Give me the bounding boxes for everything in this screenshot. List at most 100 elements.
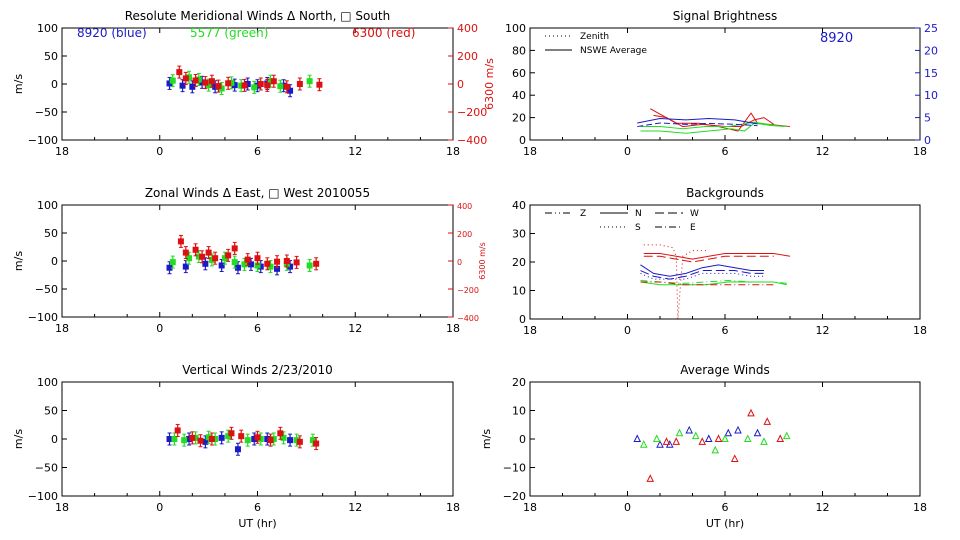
data-point	[254, 255, 261, 262]
y2-tick-label: −200	[457, 286, 479, 295]
data-point	[202, 260, 209, 267]
data-point	[182, 263, 189, 270]
series-line	[640, 264, 764, 277]
y-tick-label: 0	[519, 313, 526, 326]
data-point	[176, 69, 183, 76]
y-axis-label: m/s	[12, 74, 25, 94]
data-point	[192, 246, 199, 253]
y2-tick-label: −400	[457, 134, 487, 147]
series-line	[640, 281, 774, 286]
data-point	[656, 440, 664, 448]
y2-tick-label: 5	[924, 112, 931, 125]
y2-axis-label: 6300 m/s	[478, 242, 487, 280]
data-point	[169, 77, 176, 84]
data-point	[192, 77, 199, 84]
x-tick-label: 12	[816, 145, 830, 158]
plot-frame	[529, 27, 921, 141]
y-axis-label: m/s	[12, 429, 25, 449]
series-line	[640, 122, 787, 134]
data-point	[721, 434, 729, 442]
y-tick-label: −10	[503, 462, 526, 475]
data-point	[691, 431, 700, 440]
x-tick-label: 18	[55, 322, 69, 335]
data-point	[287, 87, 294, 94]
data-point	[763, 417, 772, 425]
data-point	[743, 434, 752, 442]
y2-tick-label: 400	[457, 202, 472, 211]
data-point	[652, 434, 661, 442]
x-tick-label: 0	[624, 324, 631, 337]
y-tick-label: 0	[519, 134, 526, 147]
data-point	[270, 78, 277, 85]
data-point	[646, 474, 655, 482]
data-point	[714, 434, 723, 442]
x-tick-label: 6	[722, 145, 729, 158]
x-axis-label: UT (hr)	[238, 517, 276, 530]
data-point	[662, 437, 671, 445]
y-tick-label: 60	[512, 67, 526, 80]
data-point	[277, 83, 284, 90]
chart-title: Average Winds	[680, 363, 770, 377]
data-point	[247, 261, 254, 268]
data-point	[218, 434, 225, 441]
chart-panel-vertical: Vertical Winds 2/23/2010 18 0 6 12 18 100 50 0 −5…	[12, 363, 460, 530]
data-point	[244, 437, 251, 444]
x-tick-label: 0	[624, 501, 631, 514]
data-point	[685, 425, 694, 434]
data-point	[711, 445, 720, 454]
plot-frame	[529, 381, 921, 497]
data-point	[698, 437, 707, 445]
data-point	[313, 260, 320, 267]
y-tick-label: 80	[512, 44, 526, 57]
y-tick-label: 100	[37, 22, 58, 35]
data-point	[672, 437, 681, 445]
x-tick-label: 18	[913, 324, 927, 337]
data-point	[177, 238, 184, 245]
x-tick-label: 18	[523, 324, 537, 337]
data-point	[241, 261, 248, 268]
x-tick-label: 18	[55, 145, 69, 158]
plot-area	[633, 408, 791, 482]
data-point	[306, 78, 313, 85]
y2-tick-label: 0	[924, 134, 931, 147]
x-tick-label: 0	[156, 322, 163, 335]
y-tick-label: −100	[28, 490, 58, 503]
data-point	[267, 437, 274, 444]
x-tick-label: 12	[348, 145, 362, 158]
x-tick-label: 12	[816, 324, 830, 337]
y-tick-label: −50	[35, 283, 58, 296]
data-point	[730, 454, 739, 462]
y-tick-label: 100	[37, 199, 58, 212]
x-tick-label: 0	[624, 145, 631, 158]
y-tick-label: 50	[44, 405, 58, 418]
chart-panel-zonal: Zonal Winds Δ East, □ West 2010055 18 0 6 12…	[12, 186, 487, 335]
y-tick-label: −50	[35, 462, 58, 475]
x-tick-label: 18	[913, 145, 927, 158]
data-point	[228, 430, 235, 437]
y-tick-label: −100	[28, 311, 58, 324]
data-point	[218, 262, 225, 269]
x-tick-label: 6	[254, 501, 261, 514]
x-tick-label: 6	[722, 501, 729, 514]
data-point	[316, 81, 323, 88]
chart-panel-meridional: Resolute Meridional Winds Δ North, □ Sou…	[12, 9, 496, 158]
x-tick-label: 18	[523, 145, 537, 158]
x-tick-label: 18	[55, 501, 69, 514]
plot-frame	[529, 204, 921, 320]
data-point	[208, 436, 215, 442]
data-point	[231, 259, 238, 266]
data-point	[760, 437, 768, 445]
x-tick-label: 6	[254, 322, 261, 335]
y-tick-label: −50	[35, 106, 58, 119]
y-tick-label: 40	[512, 89, 526, 102]
legend-label: 5577 (green)	[190, 26, 268, 40]
y2-tick-label: 400	[457, 22, 478, 35]
series-line	[640, 121, 784, 130]
data-point	[189, 434, 196, 441]
data-point	[257, 81, 264, 87]
legend-label: N	[635, 209, 642, 219]
legend-label: NSWE Average	[580, 46, 647, 56]
data-point	[724, 428, 733, 437]
data-point	[225, 252, 232, 259]
